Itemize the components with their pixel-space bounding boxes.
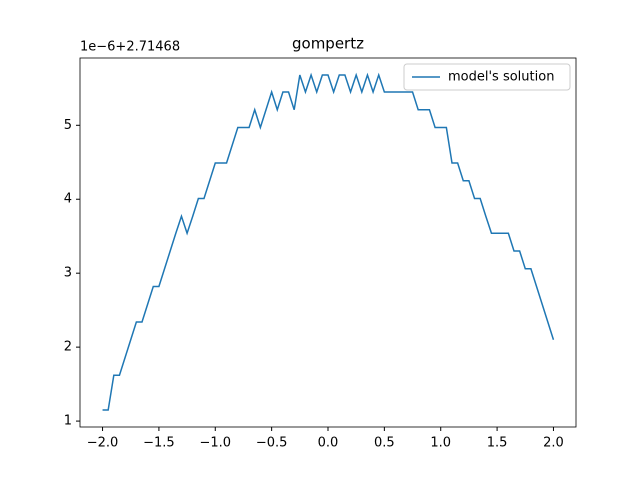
x-tick-label: 2.0 [543,436,564,451]
y-offset-label: 1e−6+2.71468 [80,40,180,55]
chart-title: gompertz [292,35,364,53]
x-tick-label: 1.0 [430,436,451,451]
data-line [102,72,555,411]
x-tick-label: 0.5 [374,436,395,451]
y-tick-label: 3 [64,266,72,281]
y-tick-label: 5 [64,118,72,133]
x-tick-label: −0.5 [256,436,288,451]
y-tick-label: 2 [64,340,72,355]
legend-box [403,63,571,91]
x-tick-label: −1.0 [199,436,231,451]
y-tick-label: 1 [64,414,72,429]
x-tick-label: −1.5 [143,436,175,451]
x-tick-label: 0.0 [318,436,339,451]
x-tick-label: 1.5 [487,436,508,451]
axes-frame [79,57,577,428]
x-tick-label: −2.0 [87,436,119,451]
legend-label: model's solution [448,70,554,85]
y-tick-label: 4 [64,192,72,207]
